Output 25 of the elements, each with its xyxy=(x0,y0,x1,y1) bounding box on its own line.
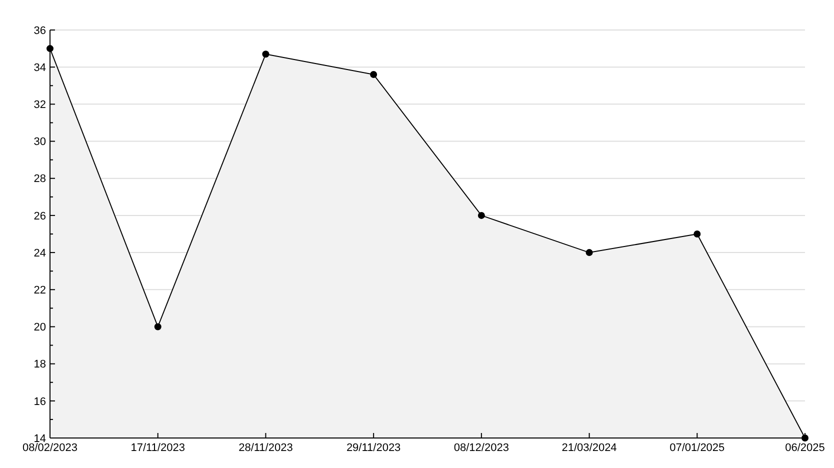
point xyxy=(154,323,162,330)
y-tick-label: 24 xyxy=(34,247,46,260)
x-tick-label: 07/01/2025 xyxy=(670,442,725,454)
x-tick-label: 21/03/2024 xyxy=(562,442,617,454)
y-tick-label: 30 xyxy=(34,136,46,148)
point xyxy=(370,71,378,78)
x-tick-label: 08/12/2023 xyxy=(454,442,509,454)
y-tick-label: 22 xyxy=(34,284,46,296)
y-tick-label: 18 xyxy=(34,358,46,371)
x-tick-label: 17/11/2023 xyxy=(130,442,185,454)
y-tick-label: 32 xyxy=(34,99,46,112)
y-tick-label: 16 xyxy=(34,396,46,408)
y-tick-label: 28 xyxy=(34,173,46,186)
y-tick-label: 36 xyxy=(34,24,46,37)
y-tick-label: 26 xyxy=(34,210,46,222)
x-tick-label: 28/11/2023 xyxy=(238,442,293,454)
point xyxy=(694,230,701,238)
x-tick-label: 29/11/2023 xyxy=(346,442,401,454)
point xyxy=(478,212,485,219)
point xyxy=(586,249,593,256)
y-tick-label: 20 xyxy=(34,322,46,334)
point xyxy=(262,50,270,58)
y-tick-label: 34 xyxy=(34,62,46,74)
x-tick-label: 08/02/2023 xyxy=(22,442,78,454)
x-tick-label: 06/2025 xyxy=(785,442,825,454)
